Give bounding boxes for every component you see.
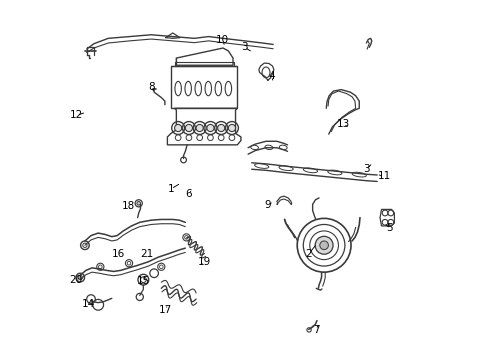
Circle shape	[185, 125, 192, 132]
Circle shape	[217, 125, 224, 132]
Text: 14: 14	[81, 299, 95, 309]
Text: 3: 3	[241, 42, 247, 52]
Circle shape	[78, 275, 82, 280]
Text: 6: 6	[185, 189, 192, 199]
Text: 7: 7	[312, 325, 319, 335]
Text: 16: 16	[111, 248, 124, 258]
Text: 20: 20	[69, 275, 82, 285]
Bar	[171, 66, 237, 108]
Text: 1: 1	[167, 184, 174, 194]
Text: 2: 2	[305, 248, 312, 258]
Text: 19: 19	[197, 257, 210, 267]
Text: 21: 21	[140, 248, 153, 258]
Text: 13: 13	[336, 120, 349, 129]
Text: 15: 15	[137, 276, 150, 286]
Text: 9: 9	[264, 200, 270, 210]
Text: 8: 8	[148, 82, 154, 92]
Circle shape	[228, 125, 235, 132]
Circle shape	[314, 236, 332, 254]
Text: 3: 3	[363, 164, 369, 174]
Text: 12: 12	[70, 111, 83, 121]
Text: 17: 17	[159, 305, 172, 315]
Text: 4: 4	[267, 71, 274, 81]
Circle shape	[206, 125, 214, 132]
Circle shape	[174, 125, 182, 132]
Text: 5: 5	[386, 224, 392, 233]
Text: 11: 11	[377, 171, 390, 181]
Text: 18: 18	[121, 201, 134, 211]
Text: 10: 10	[215, 35, 228, 45]
Circle shape	[137, 202, 140, 205]
Circle shape	[196, 125, 203, 132]
Circle shape	[319, 241, 328, 249]
